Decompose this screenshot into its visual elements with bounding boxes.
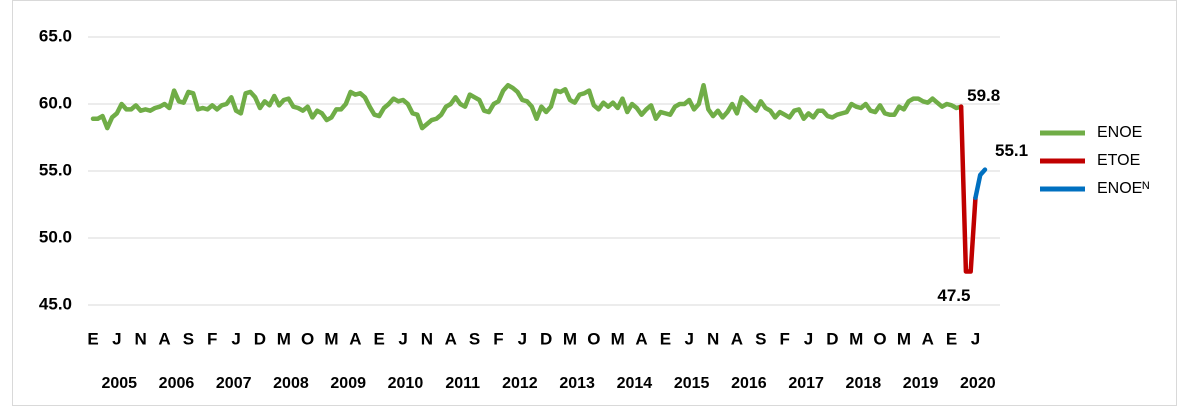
year-label: 2016 xyxy=(731,375,767,392)
year-label: 2019 xyxy=(903,375,939,392)
x-tick-label: O xyxy=(301,329,314,348)
x-tick-label: A xyxy=(349,329,361,348)
x-tick-label: S xyxy=(469,329,480,348)
year-label: 2014 xyxy=(617,375,653,392)
x-tick-label: N xyxy=(707,329,719,348)
year-label: 2012 xyxy=(502,375,538,392)
series-line xyxy=(973,167,988,201)
year-label: 2017 xyxy=(788,375,824,392)
x-tick-label: J xyxy=(971,329,980,348)
year-label: 2015 xyxy=(674,375,710,392)
legend-label: ENOEᴺ xyxy=(1097,180,1149,197)
x-tick-label: E xyxy=(660,329,671,348)
data-label: 47.5 xyxy=(937,286,970,305)
data-label: 55.1 xyxy=(995,141,1028,160)
x-tick-label: J xyxy=(112,329,121,348)
series-line xyxy=(958,104,978,274)
x-tick-label: M xyxy=(563,329,577,348)
x-tick-label: D xyxy=(540,329,552,348)
series-line xyxy=(90,82,964,131)
y-tick-label: 55.0 xyxy=(39,160,72,179)
x-tick-label: F xyxy=(779,329,789,348)
x-tick-label: N xyxy=(421,329,433,348)
x-tick-label: M xyxy=(324,329,338,348)
year-label: 2013 xyxy=(559,375,595,392)
legend-label: ENOE xyxy=(1097,124,1142,141)
x-tick-label: J xyxy=(518,329,527,348)
year-label: 2010 xyxy=(388,375,424,392)
x-tick-label: A xyxy=(731,329,743,348)
year-label: 2006 xyxy=(159,375,195,392)
x-tick-label: J xyxy=(685,329,694,348)
year-label: 2011 xyxy=(445,375,480,392)
x-tick-label: J xyxy=(398,329,407,348)
x-tick-label: E xyxy=(374,329,385,348)
y-tick-label: 45.0 xyxy=(39,294,72,313)
x-tick-label: N xyxy=(135,329,147,348)
x-tick-label: O xyxy=(587,329,600,348)
x-tick-label: A xyxy=(158,329,170,348)
x-tick-label: M xyxy=(849,329,863,348)
x-tick-label: J xyxy=(231,329,240,348)
year-label: 2007 xyxy=(216,375,252,392)
year-label: 2008 xyxy=(273,375,309,392)
x-tick-label: M xyxy=(277,329,291,348)
y-tick-label: 60.0 xyxy=(39,93,72,112)
x-tick-label: D xyxy=(254,329,266,348)
legend-label: ETOE xyxy=(1097,152,1140,169)
x-tick-label: A xyxy=(922,329,934,348)
x-tick-label: D xyxy=(826,329,838,348)
y-tick-label: 65.0 xyxy=(39,26,72,45)
x-tick-label: S xyxy=(755,329,766,348)
x-tick-label: O xyxy=(873,329,886,348)
data-label: 59.8 xyxy=(967,86,1000,105)
x-tick-label: F xyxy=(207,329,217,348)
x-tick-label: F xyxy=(493,329,503,348)
x-tick-label: S xyxy=(183,329,194,348)
x-tick-label: J xyxy=(804,329,813,348)
year-label: 2018 xyxy=(846,375,882,392)
x-tick-label: M xyxy=(611,329,625,348)
x-tick-label: A xyxy=(445,329,457,348)
x-tick-label: E xyxy=(946,329,957,348)
x-tick-label: E xyxy=(87,329,98,348)
y-tick-label: 50.0 xyxy=(39,227,72,246)
year-label: 2020 xyxy=(960,375,996,392)
year-label: 2005 xyxy=(101,375,137,392)
year-label: 2009 xyxy=(330,375,366,392)
x-tick-label: A xyxy=(635,329,647,348)
x-tick-label: M xyxy=(897,329,911,348)
